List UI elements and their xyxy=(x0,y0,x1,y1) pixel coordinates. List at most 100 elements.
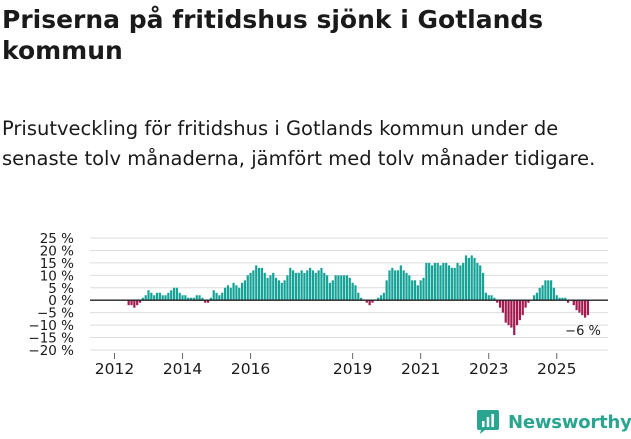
bar xyxy=(371,300,374,303)
bar xyxy=(323,272,326,301)
bar xyxy=(572,300,575,306)
bar xyxy=(340,275,343,301)
bar xyxy=(257,267,261,301)
bar xyxy=(513,300,516,336)
bar xyxy=(567,300,570,303)
bar xyxy=(212,290,215,301)
chart-subtitle: Prisutveckling för fritidshus i Gotlands… xyxy=(2,117,596,170)
bar xyxy=(467,257,470,301)
bar xyxy=(326,275,329,301)
bar xyxy=(141,297,144,301)
newsworthy-brand[interactable]: Newsworthy xyxy=(476,408,631,436)
bar xyxy=(453,267,456,301)
y-tick-label: 20 % xyxy=(40,243,74,259)
bar xyxy=(311,270,315,301)
y-tick-label: 10 % xyxy=(40,268,74,284)
bar xyxy=(379,295,383,301)
bar xyxy=(541,285,544,301)
bar xyxy=(433,262,436,301)
bar xyxy=(442,262,445,301)
y-axis-labels: 25 %20 %15 %10 %5 %0 %−5 %−10 %−15 %−20 … xyxy=(28,231,74,359)
bar xyxy=(385,280,388,301)
bar xyxy=(150,292,153,301)
bar xyxy=(175,287,178,301)
bar xyxy=(172,287,176,301)
y-tick-label: 0 % xyxy=(48,293,74,309)
bar xyxy=(266,277,269,301)
bar xyxy=(564,297,567,301)
bar xyxy=(558,297,561,301)
bar xyxy=(147,290,150,301)
x-axis-ticks: 2012 2014 2016 2019 2021 2023 2025 xyxy=(95,353,576,378)
bar xyxy=(413,280,417,301)
bar xyxy=(377,297,380,301)
bar xyxy=(181,295,184,301)
bar xyxy=(561,297,564,301)
bar xyxy=(164,295,167,301)
bar xyxy=(464,255,468,301)
bar xyxy=(334,275,337,301)
bar xyxy=(306,270,309,301)
bar xyxy=(255,265,258,301)
bar xyxy=(360,297,363,301)
bar xyxy=(462,262,465,301)
bar xyxy=(527,300,530,303)
bar xyxy=(127,300,130,306)
bar xyxy=(246,275,249,301)
bar xyxy=(515,300,519,326)
bar xyxy=(215,292,218,301)
bar xyxy=(272,272,275,301)
bar xyxy=(479,265,482,301)
bar xyxy=(130,300,133,306)
bar xyxy=(382,292,385,301)
bar xyxy=(260,267,264,301)
bar xyxy=(578,300,581,313)
bar xyxy=(309,267,312,301)
bar xyxy=(544,280,547,301)
y-tick-label: −10 % xyxy=(28,318,74,334)
bar xyxy=(552,287,556,301)
bar xyxy=(428,262,431,301)
bar xyxy=(487,295,490,301)
bar xyxy=(158,292,161,301)
bar xyxy=(473,257,476,301)
bar xyxy=(555,295,558,301)
newsworthy-logo-icon xyxy=(477,410,499,434)
bar xyxy=(501,300,504,313)
bar xyxy=(518,300,522,321)
bar xyxy=(507,300,510,326)
bar xyxy=(357,292,360,301)
x-tick-label: 2019 xyxy=(333,360,372,378)
bar xyxy=(411,280,414,301)
bar xyxy=(243,280,247,301)
bar xyxy=(144,295,147,301)
bars xyxy=(127,255,590,336)
bar xyxy=(317,270,320,301)
bar xyxy=(170,290,173,301)
bar xyxy=(238,287,241,301)
bar xyxy=(223,287,227,301)
bar xyxy=(289,267,292,301)
bar xyxy=(584,300,587,318)
bar xyxy=(388,270,391,301)
bar xyxy=(391,267,394,301)
x-tick-label: 2014 xyxy=(163,360,202,378)
y-tick-label: 15 % xyxy=(40,256,74,272)
bar xyxy=(328,282,332,301)
x-tick-label: 2025 xyxy=(537,360,576,378)
bar xyxy=(439,265,442,301)
bar xyxy=(470,255,473,301)
y-tick-label: 25 % xyxy=(40,231,74,247)
bar xyxy=(524,300,527,308)
bar xyxy=(320,267,323,301)
bar xyxy=(292,270,295,301)
y-tick-label: −5 % xyxy=(37,306,74,322)
bar xyxy=(549,280,553,301)
bar xyxy=(575,300,578,311)
bar xyxy=(456,262,459,301)
bar xyxy=(459,265,462,301)
bar xyxy=(408,275,411,301)
bar xyxy=(300,270,303,301)
bar xyxy=(303,272,306,301)
bar xyxy=(345,275,349,301)
